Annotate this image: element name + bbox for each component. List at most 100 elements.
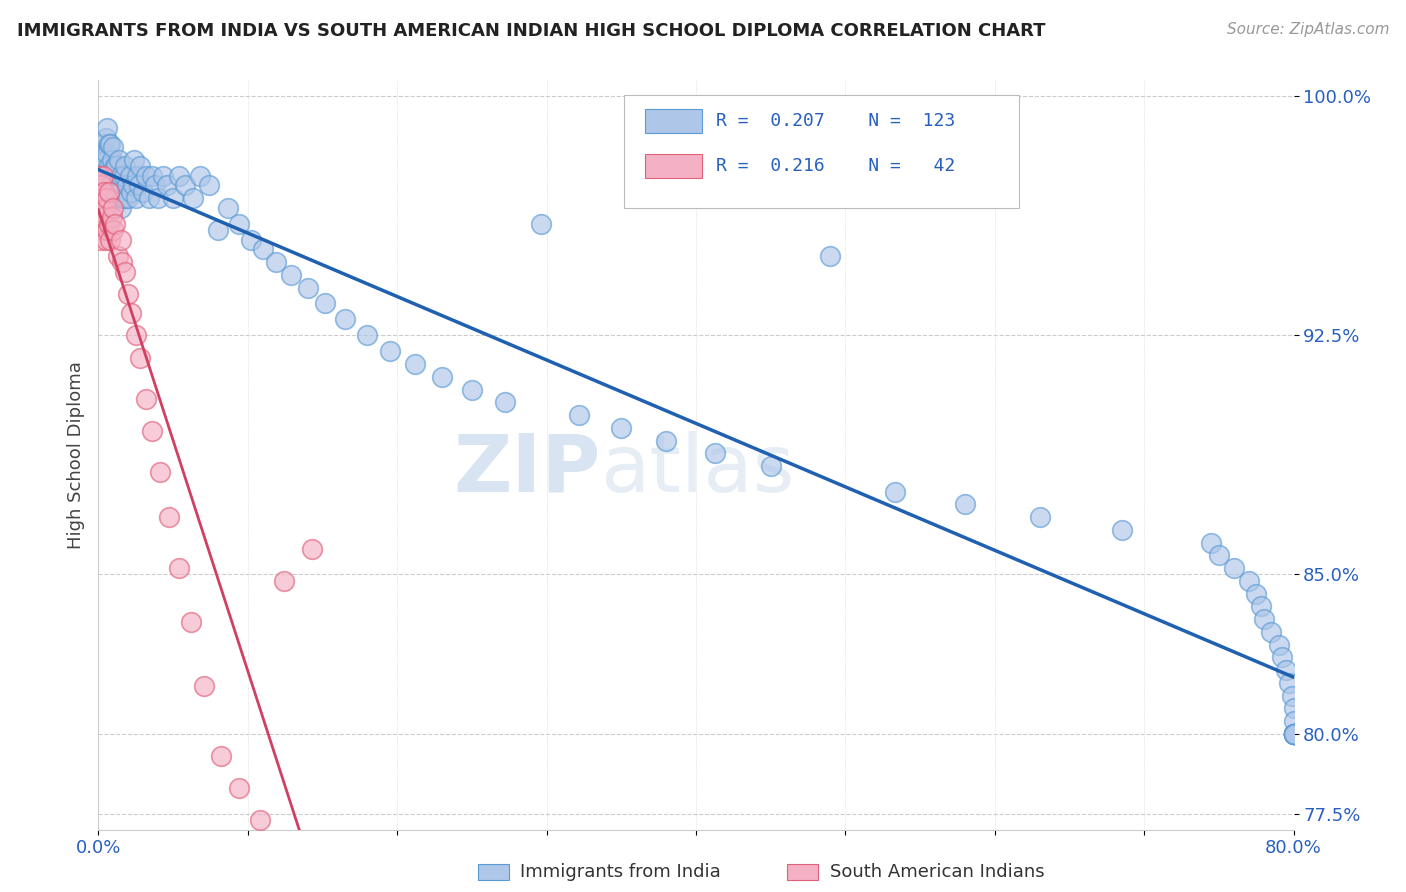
Point [1282,727,1305,741]
Point [101,211,124,225]
Point [103,140,125,154]
Point [315,296,337,310]
Point [101,178,124,193]
Point [93,185,115,199]
Point [103,223,125,237]
Point [1282,727,1305,741]
Point [610,421,633,435]
Point [953,497,976,511]
Point [209,749,232,764]
Point [121,178,143,193]
Text: R =  0.216    N =   42: R = 0.216 N = 42 [716,157,956,175]
Point [883,484,905,499]
Point [89,153,111,167]
Point [93,146,115,161]
Point [1278,676,1301,690]
Point [1281,689,1303,703]
Point [112,169,135,183]
Point [90,178,112,193]
Point [105,191,128,205]
Point [141,169,163,183]
Text: IMMIGRANTS FROM INDIA VS SOUTH AMERICAN INDIAN HIGH SCHOOL DIPLOMA CORRELATION C: IMMIGRANTS FROM INDIA VS SOUTH AMERICAN … [17,22,1046,40]
Point [128,178,150,193]
Point [1282,727,1305,741]
Point [157,510,180,524]
Point [494,395,516,409]
Point [264,255,287,269]
Point [107,178,129,193]
Bar [644,153,702,178]
Point [124,153,146,167]
Point [704,446,727,460]
Point [141,424,163,438]
Point [105,160,128,174]
Point [1282,727,1305,741]
Point [378,344,401,359]
Point [1282,727,1305,741]
Point [156,178,179,193]
Point [103,169,125,183]
Point [98,136,122,151]
Point [98,185,122,199]
Point [239,233,262,247]
Point [129,351,152,365]
Point [96,223,118,237]
Point [90,178,112,193]
Point [93,166,115,180]
Point [1208,549,1230,563]
Point [108,153,131,167]
Point [97,178,120,193]
Point [91,136,114,151]
Point [228,781,250,796]
Point [114,264,136,278]
Text: Immigrants from India: Immigrants from India [520,863,721,881]
Point [333,312,356,326]
Point [104,185,127,199]
Point [1111,523,1133,537]
Point [89,185,111,199]
Point [1244,586,1267,600]
Point [127,169,149,183]
Point [120,306,142,320]
Point [89,169,111,183]
Point [97,136,120,151]
Point [198,178,221,193]
Point [1282,727,1305,741]
Point [404,357,426,371]
Point [115,178,138,193]
Point [104,160,127,174]
Point [90,160,112,174]
Point [91,169,114,183]
Point [135,169,157,183]
Point [96,121,118,136]
Point [152,169,174,183]
Point [228,217,250,231]
Text: ZIP: ZIP [453,431,600,509]
Point [297,280,319,294]
Point [1267,638,1289,652]
Point [94,191,117,205]
Point [249,813,271,827]
Point [114,191,136,205]
Point [132,185,155,199]
Point [96,191,118,205]
Point [97,185,120,199]
Point [167,169,190,183]
Point [91,223,114,237]
Point [188,169,211,183]
Point [108,185,131,199]
Point [1223,561,1246,575]
Point [1282,727,1305,741]
Point [89,185,111,199]
Point [96,166,118,180]
Point [568,408,591,422]
Point [356,328,378,343]
Point [1275,663,1298,677]
Point [280,268,302,282]
Point [1282,727,1305,741]
Point [1253,612,1275,626]
Point [110,201,132,215]
Point [93,185,115,199]
Point [94,130,117,145]
Point [111,255,134,269]
